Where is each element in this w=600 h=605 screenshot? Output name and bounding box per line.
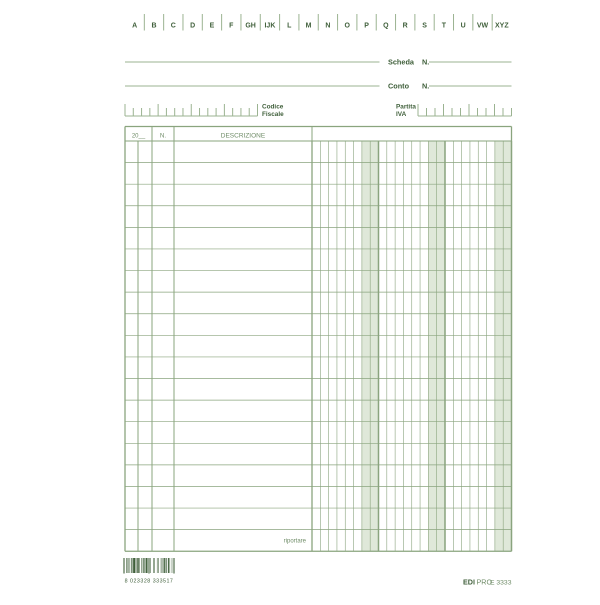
svg-text:L: L (287, 22, 292, 29)
svg-text:IVA: IVA (396, 111, 407, 118)
svg-text:M: M (306, 22, 312, 29)
svg-text:O: O (345, 22, 351, 29)
svg-text:riportare: riportare (284, 538, 307, 544)
svg-text:R: R (403, 22, 408, 29)
svg-text:T: T (442, 22, 447, 29)
svg-text:EDI: EDI (463, 578, 475, 587)
svg-text:N.: N. (422, 81, 429, 90)
svg-text:N.: N. (422, 57, 429, 66)
svg-text:Partita: Partita (396, 104, 416, 111)
svg-text:C: C (171, 22, 176, 29)
svg-text:Q: Q (383, 22, 389, 29)
svg-text:Codice: Codice (262, 104, 284, 111)
svg-text:DESCRIZIONE: DESCRIZIONE (221, 132, 266, 139)
svg-text:Scheda: Scheda (388, 57, 415, 66)
svg-text:IJK: IJK (264, 22, 275, 29)
svg-text:N.: N. (160, 132, 167, 139)
svg-text:D: D (190, 22, 195, 29)
svg-text:P: P (364, 22, 369, 29)
svg-text:8 023328 333517: 8 023328 333517 (125, 579, 174, 585)
svg-text:Conto: Conto (388, 81, 410, 90)
svg-text:S: S (422, 22, 427, 29)
svg-text:F: F (229, 22, 234, 29)
svg-text:E: E (210, 22, 215, 29)
svg-text:VW: VW (477, 22, 489, 29)
svg-text:E 3333: E 3333 (490, 580, 512, 587)
svg-text:U: U (461, 22, 466, 29)
svg-text:N: N (325, 22, 330, 29)
svg-text:Fiscale: Fiscale (262, 111, 284, 118)
svg-text:20__: 20__ (132, 133, 146, 139)
svg-text:GH: GH (245, 22, 256, 29)
svg-text:B: B (151, 22, 156, 29)
svg-text:A: A (132, 22, 137, 29)
svg-text:XYZ: XYZ (495, 22, 509, 29)
